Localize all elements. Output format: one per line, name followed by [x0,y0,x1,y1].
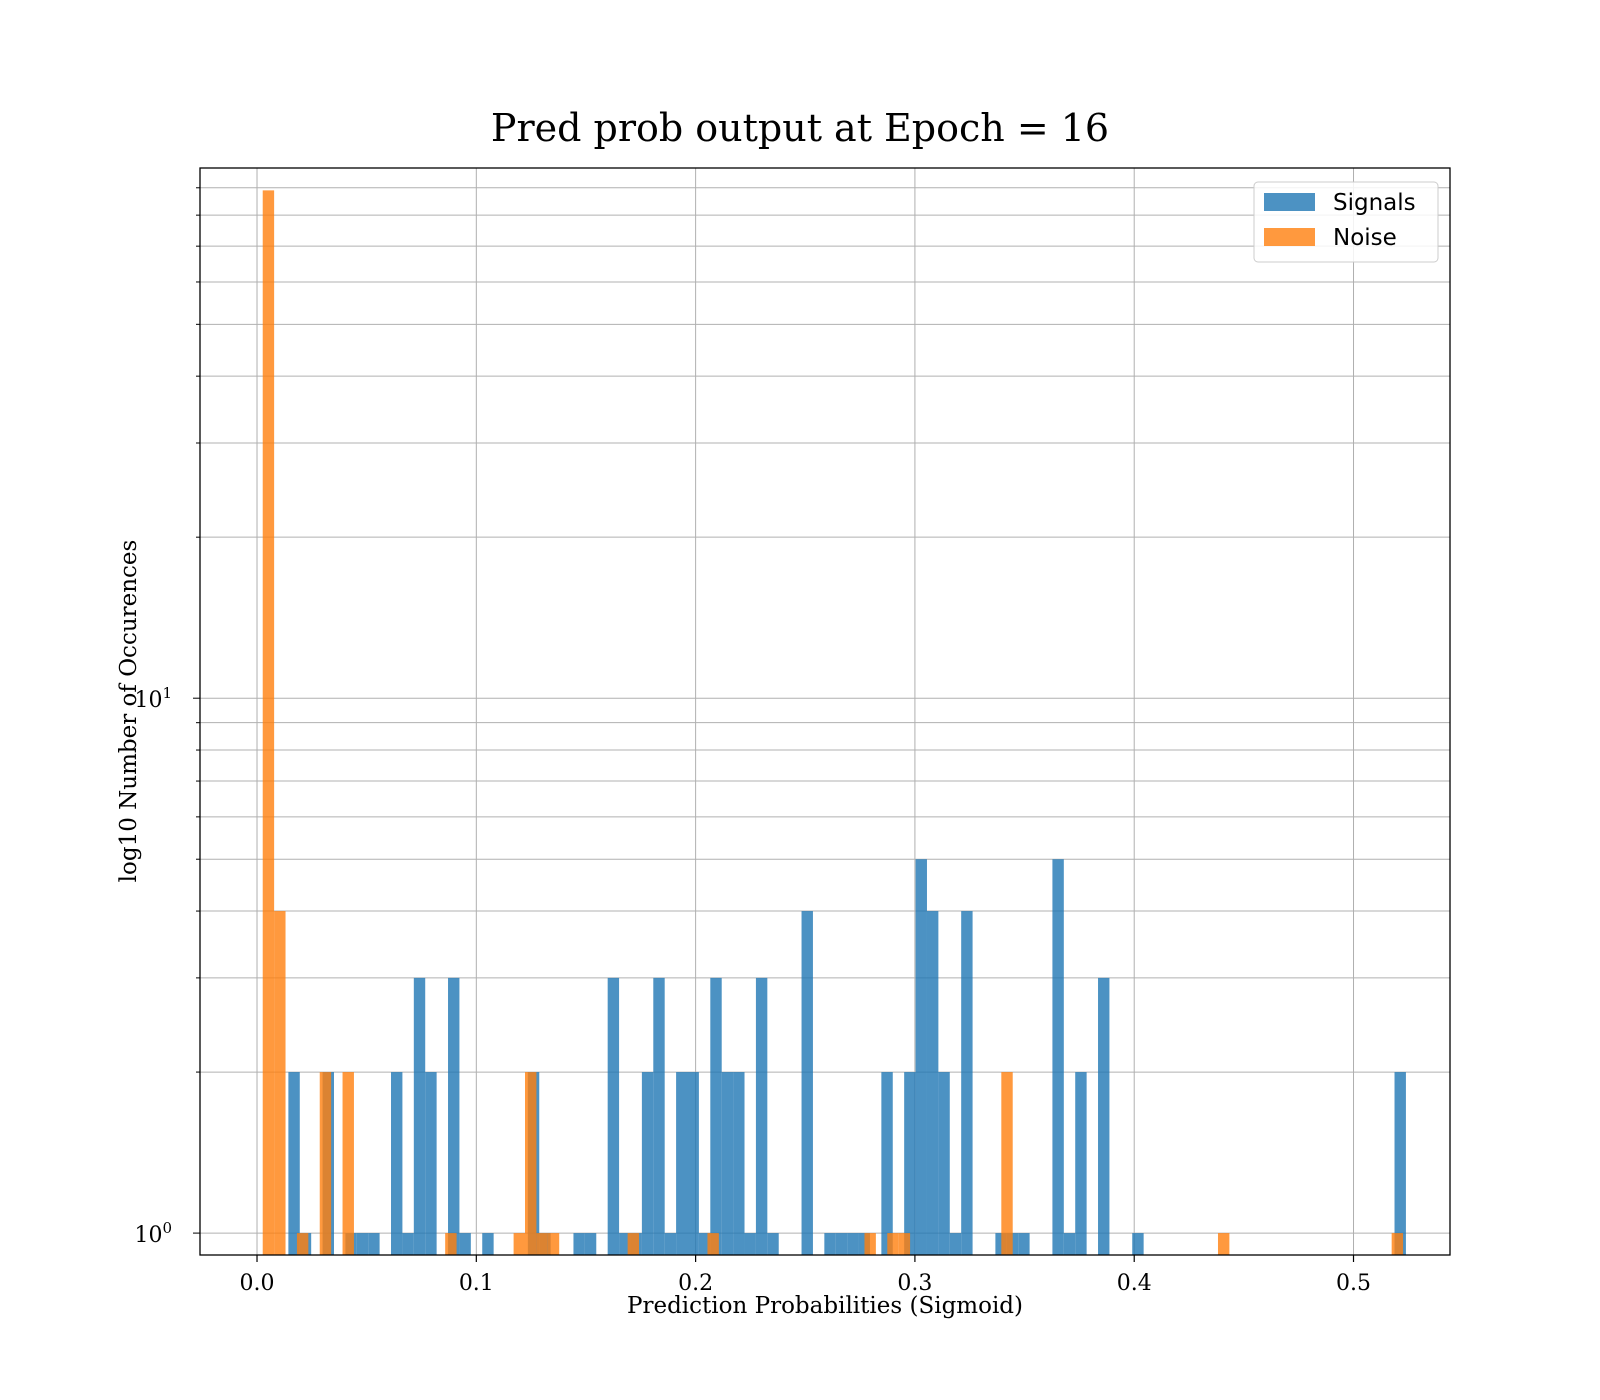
bar-signals [733,1072,745,1255]
bar-signals [356,1233,369,1255]
bar-signals [641,1072,654,1255]
bar-signals [425,1072,437,1255]
y-axis-ticks: 100 101 [134,187,200,1248]
bar-signals [835,1233,848,1255]
bars [262,190,1406,1255]
bar-noise [1391,1233,1404,1255]
bar-noise [525,1072,537,1255]
bar-signals [1075,1072,1087,1255]
legend: Signals Noise [1253,181,1439,263]
bar-signals [801,911,813,1255]
bar-signals [1132,1233,1144,1255]
bar-signals [949,1233,962,1255]
bar-noise [898,1233,911,1255]
grid-lines [200,168,1450,1255]
x-tick-label: 0.5 [1336,1271,1371,1296]
bar-signals [448,977,460,1255]
bar-signals [459,1233,471,1255]
bar-signals [1098,977,1110,1255]
bar-signals [926,911,939,1255]
bar-signals [881,1072,893,1255]
bar-signals [1063,1233,1076,1255]
bar-signals [573,1233,585,1255]
bar-signals [1018,1233,1030,1255]
plot-frame [199,167,1451,1256]
bar-signals [915,859,927,1255]
bar-signals [1052,859,1064,1255]
bar-noise [1217,1233,1230,1255]
x-tick-label: 0.1 [459,1271,494,1296]
bar-signals [413,977,426,1255]
bar-signals [744,1233,756,1255]
bar-signals [687,1072,699,1255]
x-axis-label: Prediction Probabilities (Sigmoid) [627,1293,1023,1319]
bar-noise [864,1233,876,1255]
bar-signals [368,1233,380,1255]
x-tick-label: 0.3 [897,1271,932,1296]
bar-signals [961,911,973,1255]
bar-noise [1001,1072,1013,1255]
bar-noise [513,1233,525,1255]
bar-signals [698,1233,711,1255]
bar-signals [755,977,768,1255]
bar-signals [1394,1072,1406,1255]
bar-signals [607,977,620,1255]
bar-noise [627,1233,640,1255]
series-signals [288,859,1406,1255]
y-axis-label: log10 Number of Occurences [116,540,142,883]
legend-swatch-signals [1264,193,1315,211]
legend-label-noise: Noise [1333,225,1397,251]
bar-noise [342,1072,354,1255]
x-axis-ticks: 0.0 0.1 0.2 0.3 0.4 0.5 [240,1255,1371,1296]
bar-noise [296,1233,309,1255]
bar-signals [904,1072,916,1255]
bar-signals [482,1233,494,1255]
bar-signals [824,1233,836,1255]
bar-signals [721,1072,734,1255]
bar-signals [584,1233,597,1255]
bar-signals [938,1072,950,1255]
x-tick-label: 0.4 [1117,1271,1152,1296]
bar-signals [858,1233,870,1255]
bar-signals [847,1233,859,1255]
legend-label-signals: Signals [1333,190,1416,216]
bar-signals [676,1072,688,1255]
chart-title: Pred prob output at Epoch = 16 [491,106,1109,150]
bar-signals [391,1072,403,1255]
bar-signals [402,1233,414,1255]
bar-signals [664,1233,677,1255]
legend-swatch-noise [1264,228,1315,246]
bar-noise [262,190,275,1255]
bar-signals [653,977,665,1255]
x-tick-label: 0.2 [678,1271,713,1296]
bar-noise [274,911,286,1255]
series-noise [262,190,1404,1255]
y-tick-label: 101 [134,684,172,713]
x-tick-label: 0.0 [240,1271,275,1296]
bar-signals [995,1233,1007,1255]
bar-noise [319,1072,332,1255]
bar-noise [707,1233,719,1255]
bar-noise [445,1233,457,1255]
y-tick-label: 100 [134,1219,172,1248]
bar-signals [710,977,722,1255]
bar-noise [547,1233,560,1255]
bar-signals [619,1233,631,1255]
bar-noise [536,1233,548,1255]
bar-signals [767,1233,779,1255]
bar-signals [288,1072,300,1255]
bar-noise [887,1233,899,1255]
